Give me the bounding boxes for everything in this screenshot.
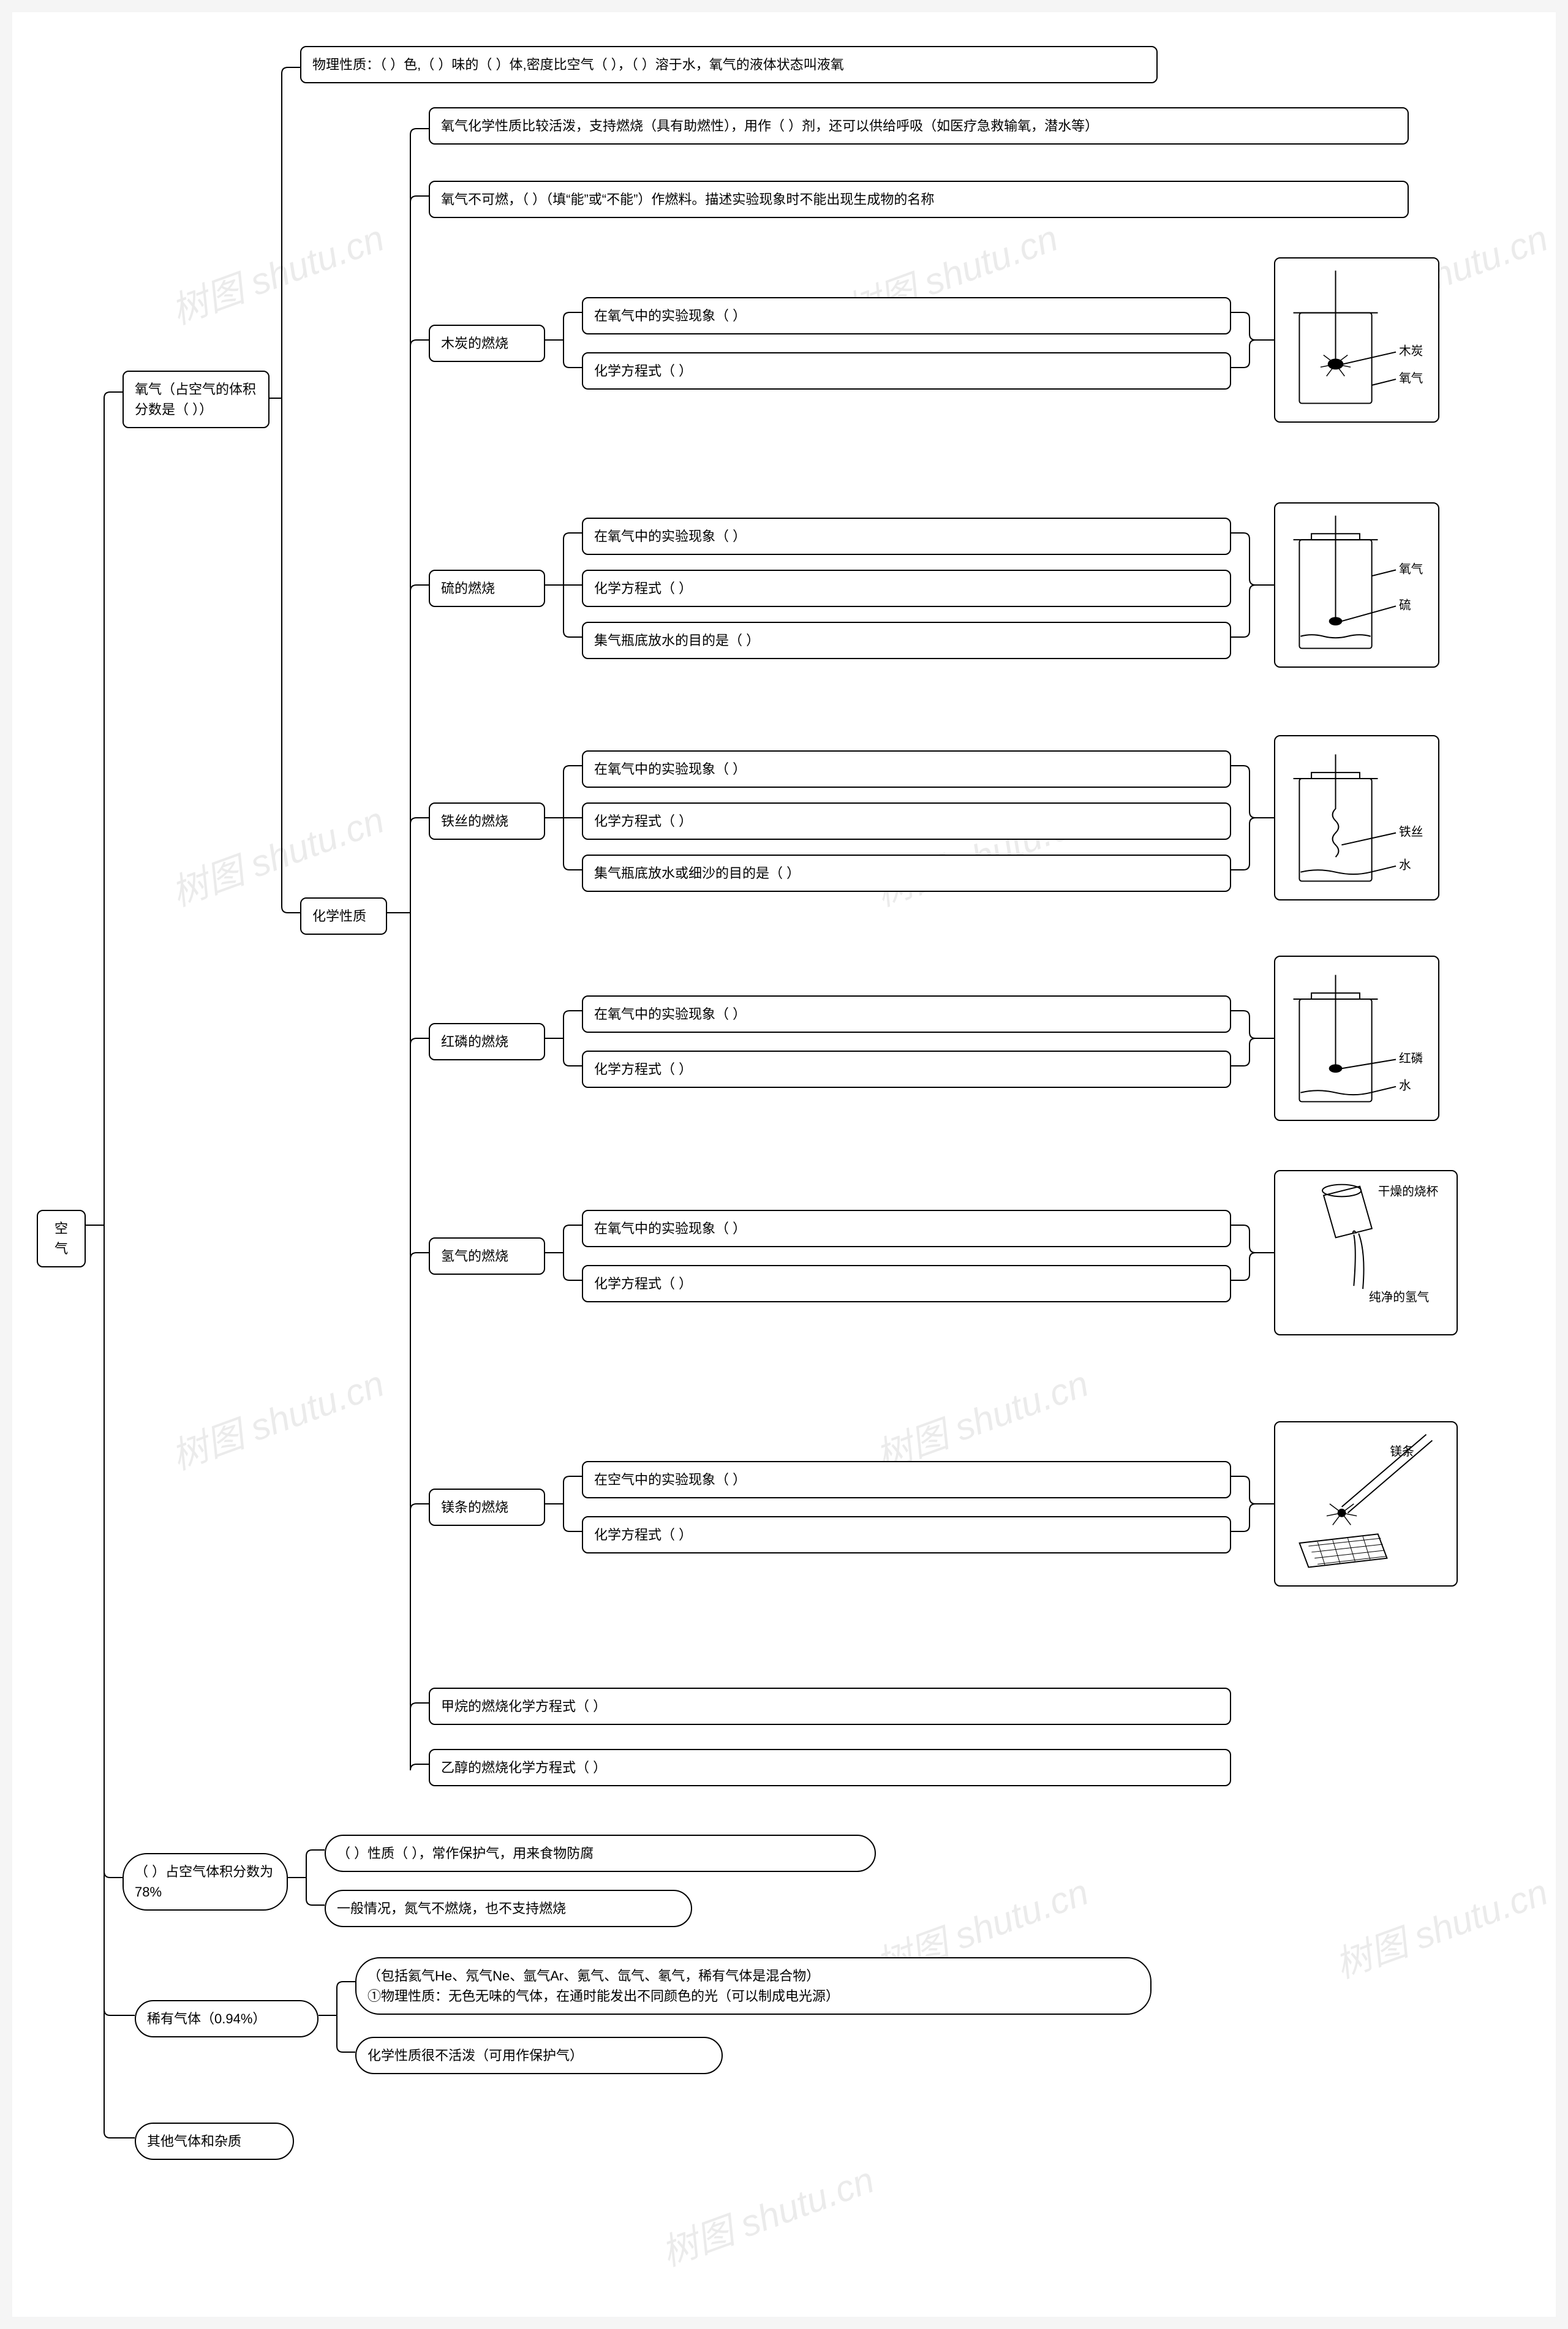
figure-sulfur: 氧气 硫 bbox=[1274, 502, 1439, 668]
figure-hydrogen: 干燥的烧杯 纯净的氢气 bbox=[1274, 1170, 1458, 1335]
node-redp: 红磷的燃烧 bbox=[429, 1023, 545, 1060]
node-methane: 甲烷的燃烧化学方程式（ ） bbox=[429, 1688, 1231, 1725]
label-iron-a: 铁丝 bbox=[1399, 826, 1423, 839]
label-h2-a: 干燥的烧杯 bbox=[1378, 1185, 1439, 1198]
node-iron-phenom: 在氧气中的实验现象（ ） bbox=[582, 750, 1231, 788]
label-sulfur-a: 氧气 bbox=[1399, 562, 1423, 576]
label-charcoal-a: 木炭 bbox=[1399, 345, 1423, 358]
node-charcoal: 木炭的燃烧 bbox=[429, 325, 545, 362]
node-redp-phenom: 在氧气中的实验现象（ ） bbox=[582, 995, 1231, 1033]
figure-mg: 镁条 bbox=[1274, 1421, 1458, 1587]
node-others: 其他气体和杂质 bbox=[135, 2123, 294, 2160]
watermark: 树图 shutu.cn bbox=[653, 2150, 880, 2276]
node-oxygen-chemical: 化学性质 bbox=[300, 897, 387, 935]
node-sulfur-water: 集气瓶底放水的目的是（ ） bbox=[582, 622, 1231, 659]
figure-iron: 铁丝 水 bbox=[1274, 735, 1439, 900]
label-mg-a: 镁条 bbox=[1390, 1445, 1414, 1459]
figure-charcoal: 木炭 氧气 bbox=[1274, 257, 1439, 423]
watermark: 树图 shutu.cn bbox=[163, 1354, 390, 1480]
node-oxygen-physical: 物理性质：（ ）色,（ ）味的（ ）体,密度比空气（ ），（ ）溶于水，氧气的液… bbox=[300, 46, 1158, 83]
node-chem-note1: 氧气化学性质比较活泼，支持燃烧（具有助燃性），用作（ ）剂，还可以供给呼吸（如医… bbox=[429, 107, 1409, 145]
node-iron: 铁丝的燃烧 bbox=[429, 802, 545, 840]
node-ethanol: 乙醇的燃烧化学方程式（ ） bbox=[429, 1749, 1231, 1786]
node-iron-sand: 集气瓶底放水或细沙的目的是（ ） bbox=[582, 855, 1231, 892]
node-oxygen: 氧气（占空气的体积分数是（ ）） bbox=[123, 371, 270, 428]
node-mg: 镁条的燃烧 bbox=[429, 1489, 545, 1526]
watermark: 树图 shutu.cn bbox=[1327, 1862, 1554, 1988]
node-hydrogen-phenom: 在氧气中的实验现象（ ） bbox=[582, 1210, 1231, 1247]
node-nitrogen: （ ）占空气体积分数为78% bbox=[123, 1853, 288, 1911]
node-hydrogen-eq: 化学方程式（ ） bbox=[582, 1265, 1231, 1302]
figure-redp: 红磷 水 bbox=[1274, 956, 1439, 1121]
node-chem-note2: 氧气不可燃，（ ）（填“能”或“不能”）作燃料。描述实验现象时不能出现生成物的名… bbox=[429, 181, 1409, 218]
label-redp-b: 水 bbox=[1399, 1079, 1411, 1093]
node-sulfur-phenom: 在氧气中的实验现象（ ） bbox=[582, 518, 1231, 555]
node-charcoal-eq: 化学方程式（ ） bbox=[582, 352, 1231, 390]
node-sulfur-eq: 化学方程式（ ） bbox=[582, 570, 1231, 607]
label-h2-b: 纯净的氢气 bbox=[1369, 1291, 1429, 1304]
node-noble: 稀有气体（0.94%） bbox=[135, 2000, 318, 2037]
label-charcoal-b: 氧气 bbox=[1399, 372, 1423, 385]
label-redp-a: 红磷 bbox=[1399, 1052, 1423, 1065]
label-iron-b: 水 bbox=[1399, 859, 1411, 872]
node-mg-phenom: 在空气中的实验现象（ ） bbox=[582, 1461, 1231, 1498]
node-nitrogen-note2: 一般情况，氮气不燃烧，也不支持燃烧 bbox=[325, 1890, 692, 1927]
node-nitrogen-note1: （ ）性质（ ），常作保护气，用来食物防腐 bbox=[325, 1835, 876, 1872]
node-hydrogen: 氢气的燃烧 bbox=[429, 1237, 545, 1275]
mindmap-canvas: 树图 shutu.cn 树图 shutu.cn 树图 shutu.cn 树图 s… bbox=[12, 12, 1556, 2317]
node-noble-note2: 化学性质很不活泼（可用作保护气） bbox=[355, 2037, 723, 2074]
watermark: 树图 shutu.cn bbox=[163, 208, 390, 334]
node-noble-note1: （包括氦气He、氖气Ne、氩气Ar、氪气、氙气、氡气，稀有气体是混合物） ①物理… bbox=[355, 1957, 1152, 2015]
node-root-air: 空气 bbox=[37, 1210, 86, 1267]
node-mg-eq: 化学方程式（ ） bbox=[582, 1516, 1231, 1553]
node-charcoal-phenom: 在氧气中的实验现象（ ） bbox=[582, 297, 1231, 334]
node-iron-eq: 化学方程式（ ） bbox=[582, 802, 1231, 840]
node-sulfur: 硫的燃烧 bbox=[429, 570, 545, 607]
node-redp-eq: 化学方程式（ ） bbox=[582, 1051, 1231, 1088]
label-sulfur-b: 硫 bbox=[1399, 598, 1411, 612]
